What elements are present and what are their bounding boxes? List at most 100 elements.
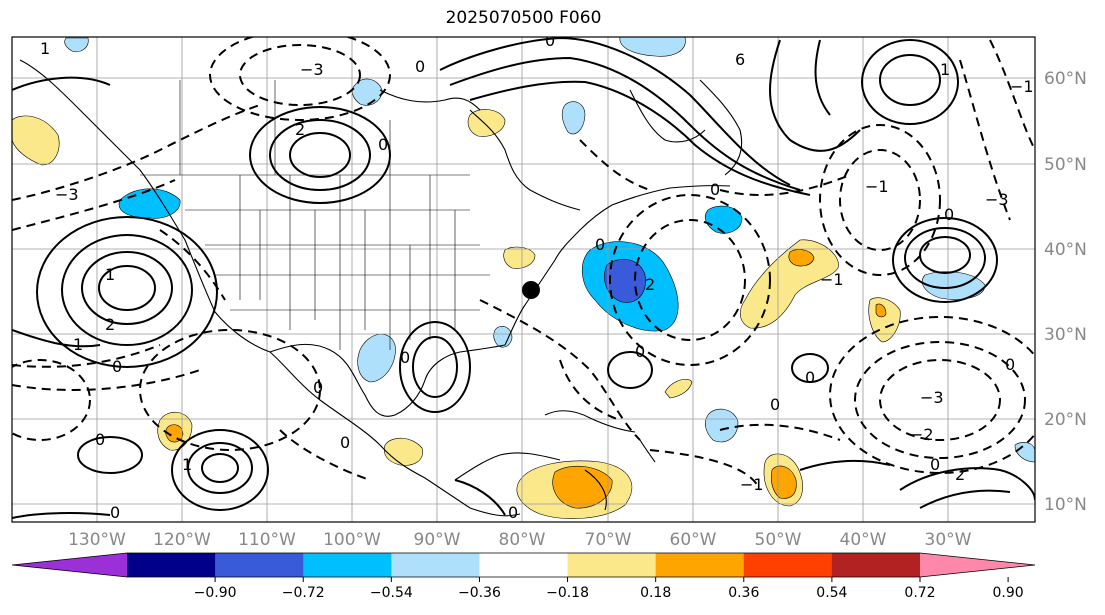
contour-label: 0 <box>944 205 954 224</box>
anomaly-patch-neg <box>351 78 383 106</box>
map-panel: 1 1 2 1 0 −3 2 −3 0 0 0 1 0 0 0 0 0 0 2 … <box>12 31 1035 522</box>
contour-label: 0 <box>508 503 518 522</box>
colorbar-tick-label: 0.36 <box>728 585 759 601</box>
contour-label: 0 <box>1005 355 1015 374</box>
anomaly-patch-pos <box>165 424 184 443</box>
anomaly-patch-pos <box>740 239 839 329</box>
contour-label: −3 <box>55 185 79 204</box>
colorbar-segment <box>391 553 480 577</box>
contour-label: 0 <box>95 430 105 449</box>
contour-label: 1 <box>40 39 50 58</box>
colorbar-tick-label: −0.18 <box>546 585 589 601</box>
contour-label: 0 <box>805 368 815 387</box>
colorbar-segment <box>743 553 833 577</box>
anomaly-patch-neg <box>704 408 739 443</box>
anomaly-patch-pos <box>503 246 536 269</box>
lon-label: 110°W <box>238 530 296 550</box>
lon-label: 80°W <box>499 530 546 550</box>
contours-dashed <box>12 37 1035 491</box>
contour-label: −1 <box>865 177 889 196</box>
colorbar-segment <box>127 553 216 577</box>
colorbar-extend-low <box>12 553 127 577</box>
colorbar-outline <box>11 552 1036 578</box>
contour-label: 0 <box>930 455 940 474</box>
contour-label: 2 <box>645 275 655 294</box>
lon-label: 120°W <box>153 530 211 550</box>
contour-label: 0 <box>770 395 780 414</box>
colorbar-segment <box>215 553 304 577</box>
lat-label: 60°N <box>1044 69 1087 89</box>
contour-label: −3 <box>985 190 1009 209</box>
contour-label: −3 <box>300 60 324 79</box>
latitude-labels: 60°N 50°N 40°N 30°N 20°N 10°N <box>1044 69 1087 515</box>
lat-label: 50°N <box>1044 155 1087 175</box>
contour-label: 0 <box>313 378 323 397</box>
colorbar: −0.90 −0.72 −0.54 −0.36 −0.18 0.18 0.36 0.54 0.7… <box>11 552 1036 601</box>
anomaly-patch-neg <box>493 325 513 348</box>
colorbar-tick-label: 0.72 <box>904 585 935 601</box>
colorbar-tick-label: 0.90 <box>993 585 1024 601</box>
longitude-labels: 130°W 120°W 110°W 100°W 90°W 80°W 70°W 6… <box>68 530 972 550</box>
anomaly-patch-neg <box>64 37 89 53</box>
lat-label: 10°N <box>1044 495 1087 515</box>
contour-label: 2 <box>105 315 115 334</box>
colorbar-tick-label: −0.72 <box>282 585 325 601</box>
shaded-anomalies <box>12 37 1035 519</box>
lon-label: 130°W <box>68 530 126 550</box>
lon-label: 30°W <box>925 530 972 550</box>
colorbar-tick-label: 0.18 <box>640 585 671 601</box>
contour-label: 6 <box>735 50 745 69</box>
contour-label: 1 <box>182 455 192 474</box>
colorbar-segment <box>479 553 569 577</box>
lon-label: 60°W <box>670 530 717 550</box>
contour-label: 0 <box>545 31 555 50</box>
map-title: 2025070500 F060 <box>445 8 602 28</box>
colorbar-segment <box>655 553 745 577</box>
lat-label: 20°N <box>1044 410 1087 430</box>
contour-label: 0 <box>415 57 425 76</box>
lat-label: 30°N <box>1044 325 1087 345</box>
contour-label: 0 <box>112 357 122 376</box>
lat-lon-grid <box>12 37 1035 522</box>
contour-label: 0 <box>340 433 350 452</box>
contour-label: −2 <box>910 425 934 444</box>
contour-label: 1 <box>73 335 83 354</box>
lon-label: 50°W <box>755 530 802 550</box>
contour-label: 2 <box>955 465 965 484</box>
colorbar-segment <box>567 553 657 577</box>
contour-label: −1 <box>740 475 764 494</box>
contour-label: −1 <box>1010 77 1034 96</box>
anomaly-patch-pos <box>770 465 797 499</box>
contour-label: 2 <box>295 120 305 139</box>
colorbar-tick-label: 0.54 <box>816 585 847 601</box>
colorbar-extend-high <box>920 553 1035 577</box>
lon-label: 70°W <box>585 530 632 550</box>
anomaly-patch-neg <box>704 205 743 234</box>
anomaly-patch-neg <box>561 101 586 135</box>
contour-label: 0 <box>595 235 605 254</box>
contour-label: −1 <box>820 270 844 289</box>
lon-label: 90°W <box>414 530 461 550</box>
contour-label: 0 <box>110 503 120 522</box>
colorbar-tick-label: −0.90 <box>194 585 237 601</box>
colorbar-tick-label: −0.54 <box>370 585 413 601</box>
lon-label: 100°W <box>323 530 381 550</box>
anomaly-patch-pos <box>552 465 613 509</box>
colorbar-segment <box>303 553 392 577</box>
contour-label: 0 <box>400 348 410 367</box>
lon-label: 40°W <box>840 530 887 550</box>
anomaly-patch-pos <box>875 303 887 318</box>
map-frame <box>11 36 1036 523</box>
lat-label: 40°N <box>1044 240 1087 260</box>
contours-solid <box>12 37 1035 519</box>
colorbar-tick-label: −0.36 <box>458 585 501 601</box>
anomaly-patch-pos <box>12 115 60 166</box>
contour-label: 0 <box>378 135 388 154</box>
coastlines <box>19 59 743 517</box>
contour-label: 1 <box>940 60 950 79</box>
location-marker <box>522 281 540 299</box>
colorbar-segment <box>831 553 921 577</box>
anomaly-patch-pos <box>664 379 693 399</box>
anomaly-patch-neg <box>619 37 686 57</box>
